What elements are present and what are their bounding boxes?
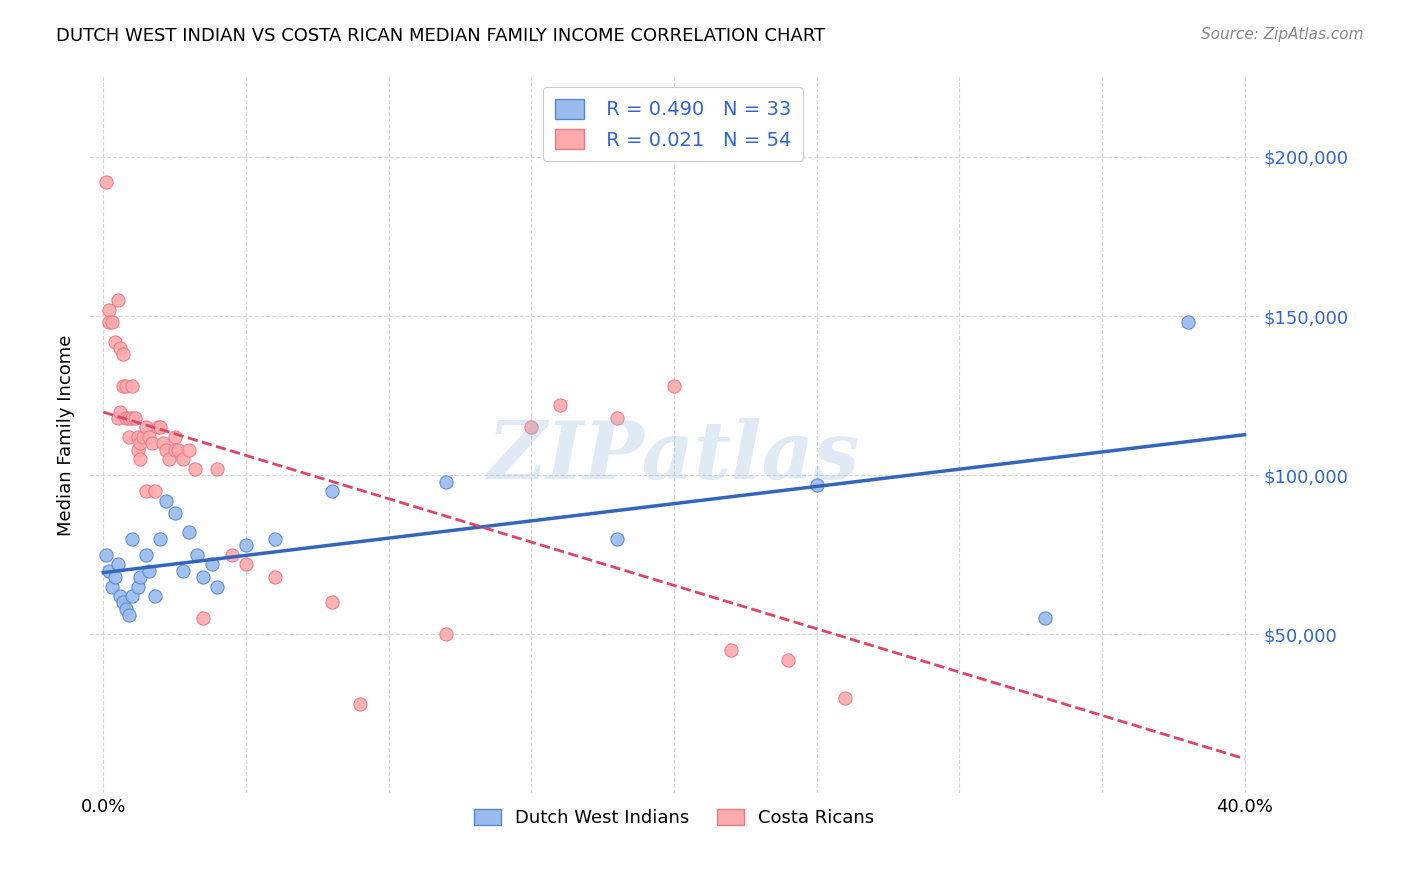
Point (720, 643, 742, 657)
Point (186, 548, 208, 562)
Point (132, 430, 155, 444)
Point (129, 570, 152, 584)
Point (127, 580, 149, 594)
Point (177, 525, 200, 540)
Point (143, 484, 166, 499)
Point (112, 595, 135, 609)
Point (157, 452, 180, 467)
Point (163, 430, 186, 444)
Point (101, 580, 124, 594)
Point (112, 379, 135, 393)
Legend: Dutch West Indians, Costa Ricans: Dutch West Indians, Costa Ricans (467, 802, 882, 834)
Point (101, 315, 124, 329)
Point (118, 410, 141, 425)
Point (129, 452, 152, 467)
Text: Source: ZipAtlas.com: Source: ZipAtlas.com (1201, 27, 1364, 42)
Point (834, 690, 856, 705)
Point (104, 334, 127, 349)
Point (263, 532, 285, 546)
Point (235, 558, 257, 572)
Point (135, 484, 157, 499)
Text: ZIPatlas: ZIPatlas (488, 418, 860, 496)
Point (138, 564, 160, 578)
Point (135, 420, 157, 434)
Point (172, 564, 194, 578)
Point (129, 436, 152, 450)
Point (115, 602, 138, 616)
Point (235, 538, 257, 552)
Point (121, 532, 143, 546)
Point (107, 293, 129, 308)
Point (207, 462, 229, 476)
Point (520, 420, 543, 434)
Point (163, 442, 186, 457)
Point (434, 475, 457, 489)
Point (121, 589, 143, 603)
Point (96, 176, 118, 190)
Point (118, 430, 141, 444)
Point (149, 532, 172, 546)
Point (434, 627, 457, 641)
Point (98, 564, 121, 578)
Point (124, 410, 146, 425)
Point (118, 608, 141, 623)
Point (107, 558, 129, 572)
Point (115, 379, 138, 393)
Point (201, 558, 224, 572)
Point (138, 430, 160, 444)
Point (152, 436, 174, 450)
Point (98, 315, 121, 329)
Point (193, 570, 215, 584)
Point (1033, 611, 1056, 625)
Point (606, 532, 628, 546)
Point (110, 404, 132, 418)
Point (163, 507, 186, 521)
Point (221, 548, 243, 562)
Point (135, 548, 157, 562)
Point (321, 595, 343, 609)
Point (606, 410, 628, 425)
Point (127, 430, 149, 444)
Point (207, 580, 229, 594)
Point (110, 341, 132, 355)
Point (155, 493, 177, 508)
Point (349, 698, 371, 712)
Point (193, 611, 215, 625)
Point (107, 410, 129, 425)
Point (104, 570, 127, 584)
Point (548, 398, 571, 412)
Y-axis label: Median Family Income: Median Family Income (58, 334, 75, 536)
Point (662, 379, 685, 393)
Point (177, 442, 200, 457)
Point (96, 548, 118, 562)
Point (172, 452, 194, 467)
Point (127, 442, 149, 457)
Point (98, 302, 121, 317)
Point (141, 436, 163, 450)
Point (321, 484, 343, 499)
Point (112, 347, 135, 361)
Point (143, 589, 166, 603)
Point (115, 410, 138, 425)
Point (1177, 315, 1199, 329)
Point (155, 442, 177, 457)
Point (121, 379, 143, 393)
Point (110, 589, 132, 603)
Point (183, 462, 205, 476)
Point (146, 420, 169, 434)
Point (149, 420, 172, 434)
Text: DUTCH WEST INDIAN VS COSTA RICAN MEDIAN FAMILY INCOME CORRELATION CHART: DUTCH WEST INDIAN VS COSTA RICAN MEDIAN … (56, 27, 825, 45)
Point (806, 477, 828, 491)
Point (166, 442, 188, 457)
Point (778, 653, 800, 667)
Point (121, 410, 143, 425)
Point (263, 570, 285, 584)
